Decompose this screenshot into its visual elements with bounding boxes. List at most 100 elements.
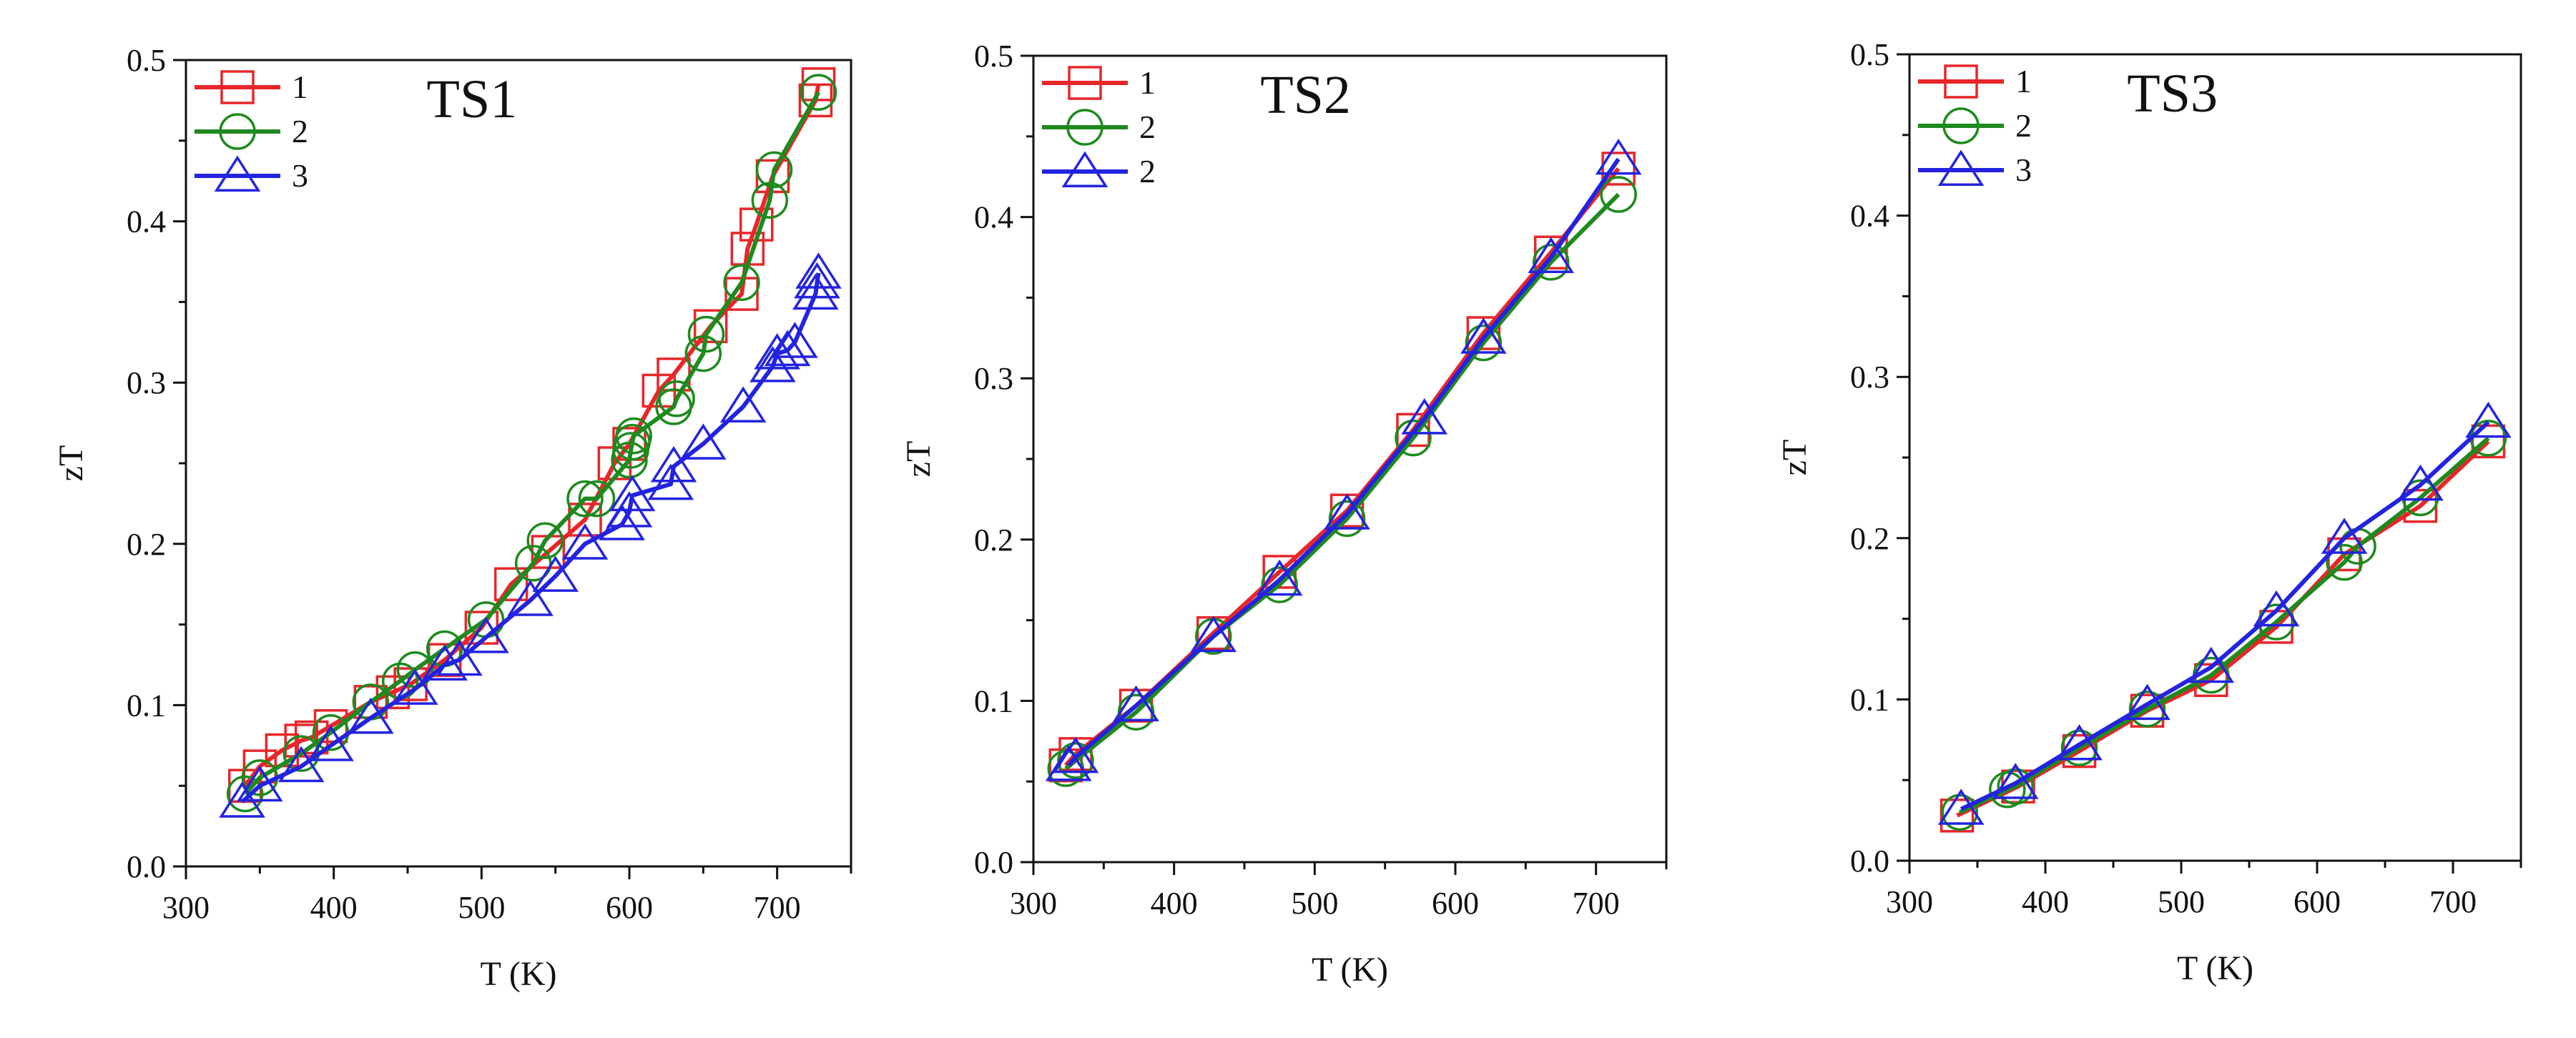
y-tick-label: 0.2 [1850, 521, 1889, 556]
data-point [795, 252, 842, 289]
chart-title: TS3 [2127, 64, 2218, 124]
y-tick-label: 0.1 [1850, 682, 1889, 717]
data-point [2128, 691, 2166, 728]
data-point [392, 668, 438, 705]
data-point [2321, 518, 2368, 554]
data-point [568, 503, 602, 537]
data-point [514, 545, 552, 582]
data-point [1057, 742, 1094, 779]
data-point [1532, 244, 1570, 281]
series-3 [219, 252, 842, 818]
data-point [421, 644, 468, 681]
series-2 [1047, 176, 1637, 787]
data-point [1528, 237, 1575, 273]
y-tick-label: 0.0 [974, 845, 1013, 880]
data-point [751, 182, 789, 219]
data-point [615, 417, 652, 455]
x-tick-label: 300 [1010, 886, 1057, 921]
data-point [561, 523, 609, 560]
data-point [1324, 493, 1370, 530]
series-line [243, 91, 821, 796]
data-point [237, 765, 283, 802]
legend: 1 2 3 [1918, 63, 2032, 188]
data-point [680, 423, 727, 460]
series-3 [1937, 401, 2512, 825]
data-point [792, 273, 839, 310]
data-point [526, 522, 564, 560]
x-axis-label: T (K) [1312, 951, 1388, 989]
y-tick-label: 0.5 [127, 43, 166, 78]
y-tick-label: 0.0 [127, 849, 166, 884]
data-point [2258, 603, 2295, 641]
y-tick-label: 0.5 [1850, 37, 1889, 72]
series-3 [1045, 138, 1642, 781]
data-point [2124, 683, 2171, 721]
x-tick-label: 500 [458, 890, 505, 925]
data-point [1533, 235, 1568, 270]
legend-marker [1068, 66, 1102, 100]
x-tick-label: 300 [162, 890, 210, 925]
y-tick-label: 0.3 [974, 361, 1013, 396]
data-point [723, 264, 760, 302]
x-tick-label: 600 [1432, 886, 1479, 921]
legend-marker [214, 155, 261, 192]
x-tick-label: 400 [2022, 884, 2069, 919]
data-point [277, 746, 325, 783]
data-point [1466, 316, 1501, 350]
data-point [1465, 324, 1503, 362]
y-tick-label: 0.1 [974, 683, 1013, 718]
series-line [1960, 420, 2490, 811]
y-tick-label: 0.0 [1850, 844, 1889, 879]
data-point [493, 567, 529, 601]
y-tick-label: 0.4 [127, 204, 166, 239]
data-point [1595, 138, 1642, 175]
data-point [650, 445, 697, 483]
legend-marker [1937, 149, 1985, 186]
data-point [1601, 152, 1636, 186]
legend-marker [220, 70, 255, 104]
data-point [1045, 745, 1092, 781]
legend-marker [1942, 107, 1980, 144]
data-point [1401, 398, 1448, 435]
legend-label: 2 [292, 113, 308, 149]
y-tick-label: 0.2 [974, 523, 1013, 558]
data-point [1997, 768, 2034, 805]
data-point [532, 555, 579, 592]
series-2 [226, 74, 837, 813]
chart-panel-2: 300 400 500 600 700 0.0 0.1 0.2 0.3 0.4 0.5 T (K) zT… [900, 39, 1668, 989]
legend-marker [1944, 64, 1978, 99]
chart-panel-1: 300 400 500 600 700 0.0 0.1 0.2 0.3 0.4 0.5 T (K) zT… [52, 43, 852, 993]
legend-label: 2 [1139, 153, 1156, 189]
legend-label: 1 [292, 69, 308, 105]
data-point [308, 725, 354, 761]
data-point [1395, 419, 1432, 457]
data-point [463, 617, 509, 653]
data-point [794, 262, 840, 299]
y-tick-label: 0.3 [1850, 360, 1889, 395]
data-point [684, 335, 722, 372]
legend-label: 1 [2015, 63, 2032, 99]
legend-marker [219, 113, 256, 150]
data-point [687, 315, 725, 353]
data-point [1261, 566, 1298, 603]
chart-title: TS2 [1260, 65, 1351, 125]
x-tick-label: 400 [310, 890, 358, 925]
y-tick-label: 0.2 [127, 527, 166, 562]
y-axis-label: zT [1776, 440, 1814, 476]
data-point [609, 475, 656, 512]
data-point [754, 333, 800, 370]
data-point [2465, 401, 2512, 438]
data-point [2397, 464, 2444, 501]
legend-label: 2 [1139, 109, 1156, 145]
chart-title: TS1 [427, 69, 518, 129]
data-point [658, 380, 695, 417]
series-line [1066, 157, 1621, 767]
y-tick-label: 0.4 [1850, 199, 1889, 234]
x-tick-label: 600 [2294, 884, 2341, 919]
legend-label: 3 [292, 157, 308, 194]
data-point [1113, 685, 1159, 722]
data-point [1600, 176, 1637, 213]
x-tick-label: 500 [1291, 886, 1338, 921]
data-point [1052, 736, 1099, 773]
